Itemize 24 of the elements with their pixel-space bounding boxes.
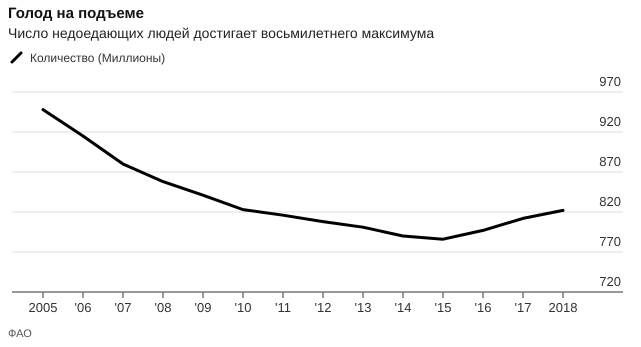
x-tick-label: '08 <box>154 300 172 315</box>
y-tick-label: 970 <box>599 74 621 89</box>
y-tick-label: 770 <box>599 234 621 249</box>
x-tick-label: '13 <box>354 300 372 315</box>
x-tick-label: '10 <box>234 300 252 315</box>
text: ФАО <box>8 328 32 340</box>
y-tick-label: 720 <box>599 274 621 289</box>
x-tick-label: '09 <box>194 300 212 315</box>
x-tick-label: '14 <box>394 300 412 315</box>
x-tick-label: '15 <box>434 300 452 315</box>
x-tick-label: '17 <box>514 300 532 315</box>
chart-subtitle: Число недоедающих людей достигает восьмилетнего максимума <box>8 25 434 41</box>
x-tick-label: 2018 <box>548 300 578 315</box>
x-tick-label: '06 <box>74 300 92 315</box>
x-tick-label: '07 <box>114 300 132 315</box>
x-tick-label: '16 <box>474 300 492 315</box>
x-tick-label: 2005 <box>28 300 58 315</box>
y-tick-label: 870 <box>599 154 621 169</box>
x-tick-label: '11 <box>275 300 291 315</box>
legend-label: Количество (Миллионы) <box>30 51 166 65</box>
y-tick-label: 920 <box>599 114 621 129</box>
x-tick-label: '12 <box>314 300 332 315</box>
chart-title: Голод на подъеме <box>8 5 144 22</box>
y-tick-label: 820 <box>599 194 621 209</box>
